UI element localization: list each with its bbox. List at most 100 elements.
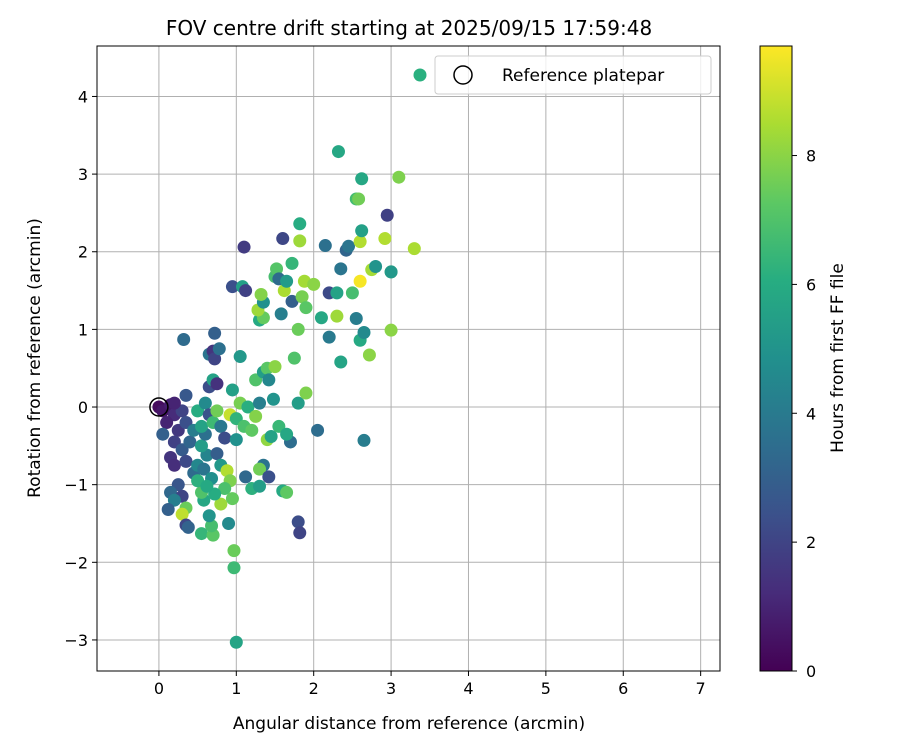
data-point	[264, 430, 278, 444]
data-point	[287, 351, 301, 365]
data-point	[407, 242, 421, 256]
y-tick-label: 1	[78, 320, 88, 339]
data-point	[167, 493, 181, 507]
data-point	[285, 256, 299, 270]
data-point	[330, 286, 344, 300]
data-point	[239, 284, 253, 298]
data-point	[227, 544, 241, 558]
y-tick-label: −3	[64, 631, 88, 650]
y-tick-label: 4	[78, 87, 88, 106]
data-point	[179, 454, 193, 468]
data-point	[233, 350, 247, 364]
data-point	[181, 520, 195, 534]
data-point	[218, 431, 232, 445]
colorbar-tick-label: 0	[806, 662, 816, 681]
y-tick-label: 3	[78, 165, 88, 184]
data-point	[266, 392, 280, 406]
data-point	[349, 312, 363, 326]
x-axis-label: Angular distance from reference (arcmin)	[233, 714, 585, 734]
data-point	[334, 355, 348, 369]
x-tick-label: 6	[618, 679, 628, 698]
data-point	[175, 507, 189, 521]
data-point	[342, 239, 356, 253]
data-point	[352, 192, 366, 206]
data-point	[241, 400, 255, 414]
y-axis-label: Rotation from reference (arcmin)	[25, 218, 45, 498]
data-point	[384, 265, 398, 279]
data-point	[299, 386, 313, 400]
data-point	[291, 322, 305, 336]
data-point	[378, 232, 392, 246]
grid	[97, 46, 720, 671]
data-point	[249, 409, 263, 423]
data-point	[254, 287, 268, 301]
data-point	[229, 433, 243, 447]
data-point	[311, 423, 325, 437]
data-point	[280, 274, 294, 288]
data-point	[314, 311, 328, 325]
x-tick-label: 1	[231, 679, 241, 698]
legend-box	[434, 55, 712, 95]
data-points	[149, 145, 421, 649]
data-point	[270, 262, 284, 276]
legend: Reference platepar	[413, 55, 712, 95]
data-point	[156, 427, 170, 441]
data-point	[198, 396, 212, 410]
axes-frame	[96, 45, 721, 672]
data-point	[183, 435, 197, 449]
colorbar-tick-label: 6	[806, 275, 816, 294]
data-point	[229, 635, 243, 649]
data-point	[307, 277, 321, 291]
data-point	[334, 262, 348, 276]
data-point	[194, 419, 208, 433]
data-point	[212, 342, 226, 356]
data-point	[210, 447, 224, 461]
data-point	[225, 492, 239, 506]
data-point	[274, 307, 288, 321]
data-point	[177, 332, 191, 346]
colorbar-gradient	[759, 45, 793, 672]
data-point	[331, 145, 345, 159]
data-point	[208, 352, 222, 366]
data-point	[205, 519, 219, 533]
data-point	[253, 479, 267, 493]
data-point	[280, 427, 294, 441]
data-point	[291, 515, 305, 529]
data-point	[208, 326, 222, 340]
data-point	[253, 396, 267, 410]
x-tick-label: 0	[154, 679, 164, 698]
colorbar-tick-label: 8	[806, 147, 816, 166]
data-point	[355, 224, 369, 238]
data-point	[227, 561, 241, 575]
data-point	[253, 462, 267, 476]
data-point	[194, 439, 208, 453]
data-point	[293, 526, 307, 540]
data-point	[225, 383, 239, 397]
axis-ticks: 0 1 2 3 4 5 6 7 −3 −2 −1 0 1 2 3 4	[64, 87, 705, 698]
data-point	[357, 325, 371, 339]
legend-reference-marker	[453, 65, 473, 85]
y-tick-label: 0	[78, 398, 88, 417]
data-point	[210, 404, 224, 418]
data-point	[330, 309, 344, 323]
x-tick-label: 3	[386, 679, 396, 698]
data-point	[194, 527, 208, 541]
data-point	[268, 360, 282, 374]
x-tick-label: 7	[696, 679, 706, 698]
data-point	[355, 172, 369, 186]
colorbar-tick-label: 2	[806, 533, 816, 552]
data-point	[291, 396, 305, 410]
data-point	[220, 464, 234, 478]
data-point	[353, 235, 367, 249]
data-point	[280, 485, 294, 499]
data-point	[322, 330, 336, 344]
data-point	[369, 259, 383, 273]
data-point	[179, 388, 193, 402]
x-tick-label: 4	[463, 679, 473, 698]
data-point	[245, 423, 259, 437]
data-point	[160, 416, 174, 430]
data-point	[295, 290, 309, 304]
data-point	[262, 470, 276, 484]
